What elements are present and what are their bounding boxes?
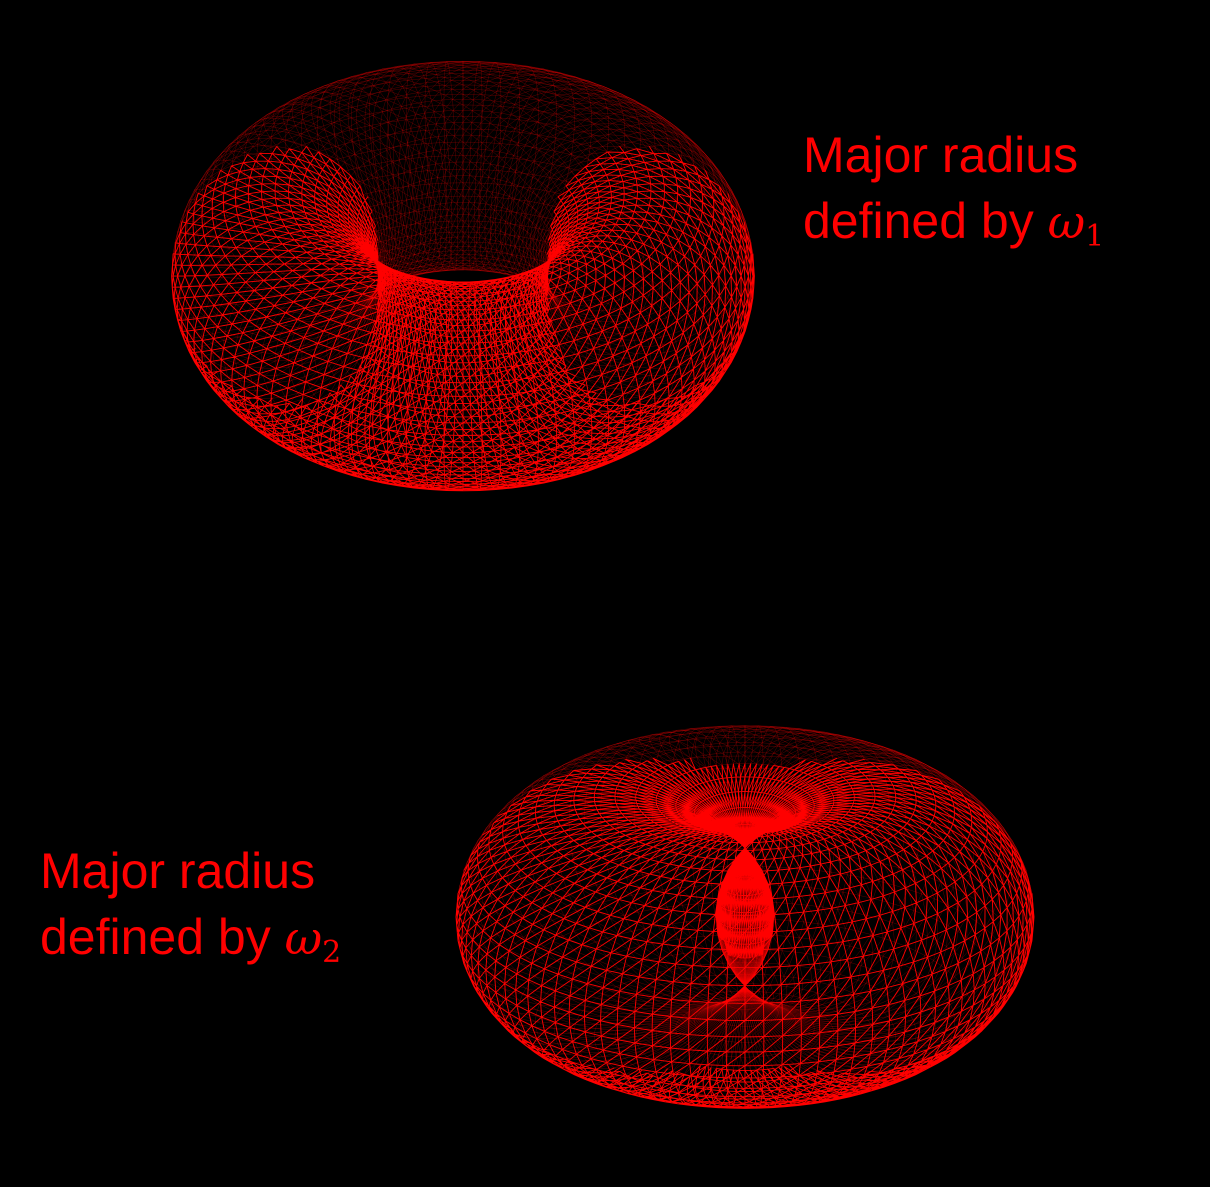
torus-1-label: Major radius defined by ω1 [803, 122, 1104, 255]
torus-2-label-prefix: defined by [40, 909, 285, 965]
torus-2-omega-subscript: 2 [322, 935, 342, 970]
torus-1-omega-subscript: 1 [1085, 219, 1105, 254]
torus-1-label-line1: Major radius [803, 127, 1079, 183]
torus-1-mesh-front-edges [171, 146, 755, 492]
torus-2-mesh-front-edges [455, 757, 1035, 1109]
torus-1-omega-symbol: ω [1047, 195, 1086, 249]
torus-2-label-line1: Major radius [40, 843, 316, 899]
torus-1-label-line2: defined by ω1 [803, 188, 1104, 255]
torus-2-omega-symbol: ω [284, 911, 323, 965]
torus-1-wireframe [171, 60, 755, 492]
torus-2-wireframe [455, 725, 1035, 1109]
torus-1-label-prefix: defined by [803, 193, 1048, 249]
torus-2-label-line2: defined by ω2 [40, 904, 341, 971]
torus-2-label: Major radius defined by ω2 [40, 838, 341, 971]
